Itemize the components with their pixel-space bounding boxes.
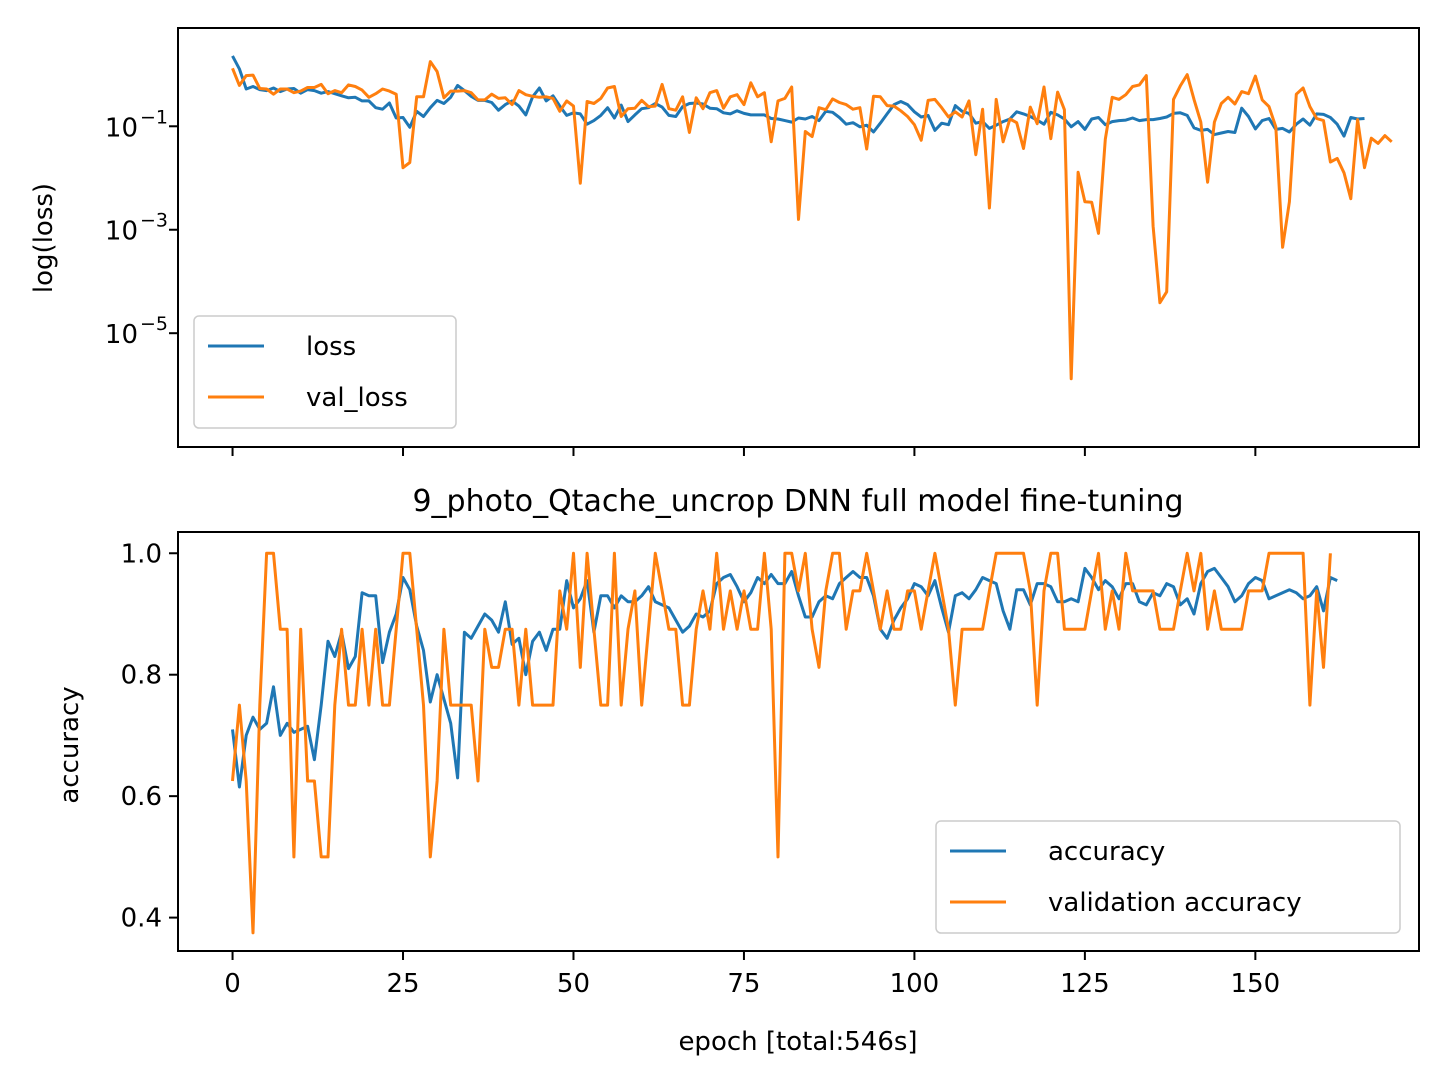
- loss-y-tick-label: 10: [105, 320, 138, 350]
- accuracy-plot-lines: [231, 551, 1338, 935]
- loss-legend-label: loss: [306, 332, 356, 362]
- accuracy-axes-frame: [177, 531, 1420, 952]
- accuracy-y-tick-label: 1.0: [121, 539, 162, 569]
- loss-y-tick-exponent: −1: [140, 106, 168, 128]
- accuracy-x-axis-label: epoch [total:546s]: [678, 1027, 917, 1057]
- loss-line: [231, 55, 1365, 138]
- accuracy-x-tick-label: 125: [1060, 969, 1110, 999]
- loss-plot-lines: [231, 55, 1393, 381]
- accuracy-panel: 9_photo_Qtache_uncrop DNN full model fin…: [55, 484, 1420, 1057]
- accuracy-x-tick-label: 50: [557, 969, 590, 999]
- accuracy-y-axis-label: accuracy: [55, 686, 85, 803]
- accuracy-chart-title: 9_photo_Qtache_uncrop DNN full model fin…: [412, 484, 1183, 519]
- accuracy-x-ticks: 0 25 50 75 100 125 150: [224, 951, 1280, 999]
- loss-legend: loss val_loss: [193, 315, 457, 429]
- validation-accuracy-line: [231, 551, 1332, 935]
- val-loss-legend-label: val_loss: [306, 383, 408, 413]
- loss-y-ticks: 10−110−310−5: [105, 106, 178, 350]
- val-loss-line: [231, 60, 1393, 381]
- accuracy-legend: accuracy validation accuracy: [935, 820, 1401, 934]
- loss-axes-frame: [177, 27, 1420, 448]
- accuracy-x-tick-label: 75: [727, 969, 760, 999]
- loss-y-tick-label: 10: [105, 113, 138, 143]
- accuracy-legend-frame: [935, 820, 1401, 934]
- loss-panel: 10−110−310−5 log(loss) loss val_loss: [29, 27, 1420, 456]
- loss-y-tick-exponent: −3: [140, 210, 168, 232]
- accuracy-y-tick-label: 0.4: [121, 904, 162, 934]
- accuracy-x-tick-label: 0: [224, 969, 241, 999]
- loss-x-ticks: [231, 447, 1257, 456]
- accuracy-x-tick-label: 150: [1231, 969, 1281, 999]
- loss-y-tick-label: 10: [105, 217, 138, 247]
- loss-y-axis-label: log(loss): [29, 183, 59, 293]
- loss-y-tick-exponent: −5: [140, 313, 168, 335]
- loss-legend-frame: [193, 315, 457, 429]
- accuracy-x-tick-label: 100: [890, 969, 940, 999]
- accuracy-y-tick-label: 0.8: [121, 661, 162, 691]
- validation-accuracy-legend-label: validation accuracy: [1048, 888, 1302, 918]
- accuracy-y-ticks: 0.4 0.6 0.8 1.0: [121, 539, 178, 934]
- accuracy-x-tick-label: 25: [386, 969, 419, 999]
- accuracy-y-tick-label: 0.6: [121, 782, 162, 812]
- accuracy-legend-label: accuracy: [1048, 837, 1165, 867]
